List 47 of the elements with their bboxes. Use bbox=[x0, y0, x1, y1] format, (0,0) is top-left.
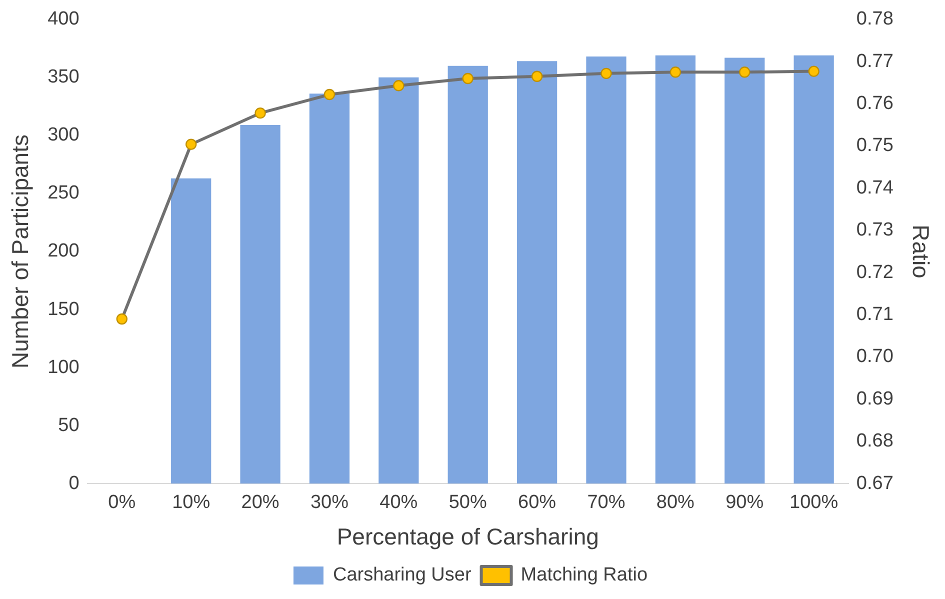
y2-tick-label: 0.73 bbox=[856, 220, 894, 241]
bar bbox=[240, 125, 280, 484]
x-tick-label: 60% bbox=[518, 492, 556, 514]
x-tick-label: 0% bbox=[108, 492, 136, 514]
x-tick-label: 20% bbox=[241, 492, 280, 514]
x-tick-label: 10% bbox=[172, 492, 210, 514]
y2-tick-label: 0.72 bbox=[856, 262, 894, 283]
y2-axis-title: Ratio bbox=[908, 224, 934, 278]
x-tick-label: 40% bbox=[380, 492, 418, 514]
y2-tick-label: 0.69 bbox=[856, 388, 894, 410]
bar bbox=[794, 55, 834, 484]
y-tick-label: 0 bbox=[68, 472, 80, 494]
x-tick-label: 50% bbox=[448, 492, 487, 514]
y-tick-label: 250 bbox=[48, 182, 80, 204]
y2-tick-label: 0.70 bbox=[856, 346, 894, 368]
y2-tick-label: 0.74 bbox=[856, 177, 894, 198]
x-tick-label: 100% bbox=[790, 492, 838, 514]
bar bbox=[309, 94, 350, 484]
x-tick-label: 80% bbox=[656, 492, 695, 514]
bar bbox=[516, 61, 558, 484]
y-tick-label: 300 bbox=[48, 124, 80, 146]
y-tick-label: 150 bbox=[48, 298, 80, 320]
y2-tick-label: 0.71 bbox=[856, 304, 894, 326]
y2-tick-label: 0.67 bbox=[856, 472, 894, 494]
y-tick-label: 100 bbox=[48, 356, 80, 378]
y2-tick-label: 0.75 bbox=[856, 135, 894, 156]
legend-label: Matching Ratio bbox=[520, 564, 648, 586]
bar bbox=[586, 56, 626, 484]
y-axis-title: Number of Participants bbox=[7, 134, 34, 368]
bar bbox=[378, 77, 419, 484]
y-tick-label: 350 bbox=[48, 66, 80, 88]
y-tick-label: 400 bbox=[48, 8, 80, 30]
y2-tick-label: 0.77 bbox=[856, 50, 894, 72]
legend-label: Carsharing User bbox=[332, 564, 472, 586]
y2-tick-label: 0.76 bbox=[856, 93, 894, 114]
x-axis-title: Percentage of Carsharing bbox=[336, 524, 599, 550]
y-tick-label: 200 bbox=[48, 240, 80, 262]
bar bbox=[724, 58, 765, 484]
y-tick-label: 50 bbox=[58, 414, 80, 436]
x-tick-label: 70% bbox=[587, 492, 626, 514]
x-tick-label: 90% bbox=[726, 492, 764, 514]
y2-tick-label: 0.78 bbox=[856, 8, 894, 30]
bar bbox=[448, 66, 488, 484]
y2-tick-label: 0.68 bbox=[856, 430, 894, 452]
bar bbox=[171, 178, 212, 484]
bar bbox=[655, 55, 696, 484]
x-tick-label: 30% bbox=[310, 492, 349, 514]
